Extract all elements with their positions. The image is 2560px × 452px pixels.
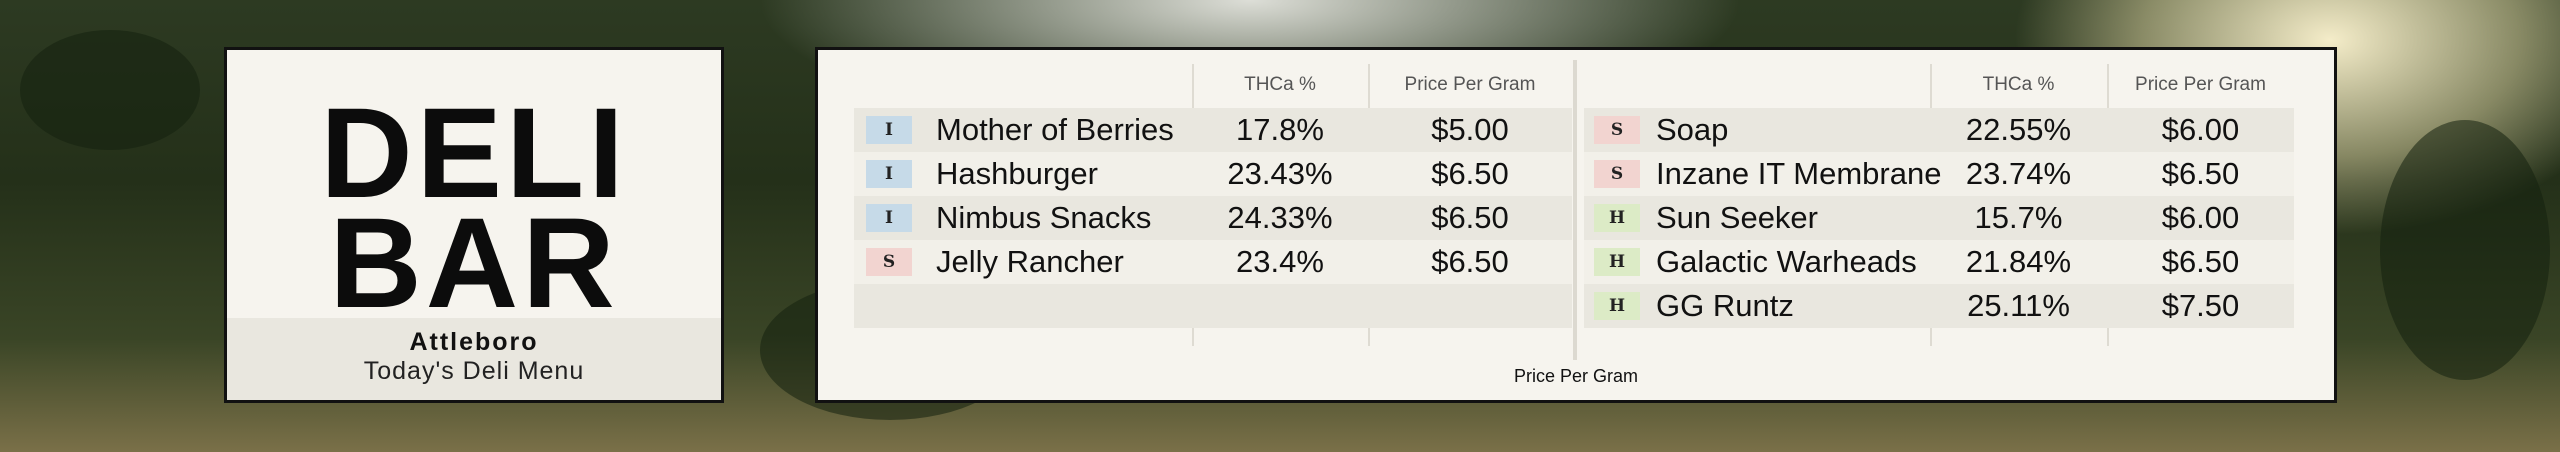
strain-name: Mother of Berries — [936, 112, 1174, 147]
price: $6.50 — [2161, 244, 2240, 279]
strain-badge: H — [1594, 292, 1640, 320]
menu-row — [854, 284, 1572, 328]
divider — [1573, 60, 1577, 360]
thca-percent: 24.33% — [1227, 200, 1333, 235]
strain-name: Jelly Rancher — [936, 244, 1124, 279]
title-line: BAR — [329, 192, 619, 335]
thca-percent: 23.43% — [1227, 156, 1333, 191]
strain-badge: H — [1594, 204, 1640, 232]
column-header: THCa % — [1244, 74, 1316, 95]
thca-percent: 23.4% — [1236, 244, 1324, 279]
price: $6.50 — [1431, 156, 1509, 191]
title-line: DELI — [320, 82, 628, 225]
column-header: Price Per Gram — [1404, 74, 1536, 95]
menu-row: H Sun Seeker 15.7% $6.00 — [1584, 196, 2294, 240]
brand-card: DELI BAR Attleboro Today's Deli Menu — [224, 47, 724, 403]
menu-row: I Nimbus Snacks 24.33% $6.50 — [854, 196, 1572, 240]
strain-badge: I — [866, 160, 912, 188]
thca-percent: 22.55% — [1965, 112, 2072, 147]
menu-row: H Galactic Warheads 21.84% $6.50 — [1584, 240, 2294, 284]
strain-name: Nimbus Snacks — [936, 200, 1152, 235]
strain-badge: I — [866, 116, 912, 144]
strain-name: Galactic Warheads — [1656, 244, 1917, 279]
foliage — [2380, 120, 2550, 380]
strain-name: Soap — [1656, 112, 1729, 147]
price: $7.50 — [2161, 288, 2240, 323]
strain-badge: S — [866, 248, 912, 276]
column-header: THCa % — [1982, 74, 2055, 95]
location-band: Attleboro Today's Deli Menu — [227, 318, 721, 400]
thca-percent: 17.8% — [1236, 112, 1324, 147]
column-header: Price Per Gram — [2135, 74, 2266, 95]
menu-row: I Hashburger 23.43% $6.50 — [854, 152, 1572, 196]
price: $6.50 — [1431, 244, 1509, 279]
foliage — [20, 30, 200, 150]
menu-row: S Jelly Rancher 23.4% $6.50 — [854, 240, 1572, 284]
strain-badge: H — [1594, 248, 1640, 276]
menu-row: S Soap 22.55% $6.00 — [1584, 108, 2294, 152]
strain-badge: S — [1594, 160, 1640, 188]
strain-name: GG Runtz — [1656, 288, 1794, 323]
subtitle: Today's Deli Menu — [363, 357, 585, 385]
thca-percent: 21.84% — [1965, 244, 2072, 279]
price: $5.00 — [1431, 112, 1509, 147]
menu-row: S Inzane IT Membrane 23.74% $6.50 — [1584, 152, 2294, 196]
menu-row: H GG Runtz 25.11% $7.50 — [1584, 284, 2294, 328]
thca-percent: 15.7% — [1974, 200, 2063, 235]
strain-name: Inzane IT Membrane — [1656, 156, 1942, 191]
thca-percent: 23.74% — [1965, 156, 2072, 191]
menu-board: Price Per Gram THCa % Price Per Gram I Moth… — [815, 47, 2337, 403]
thca-percent: 25.11% — [1967, 288, 2070, 323]
strain-badge: I — [866, 204, 912, 232]
location: Attleboro — [409, 328, 539, 356]
strain-name: Sun Seeker — [1656, 200, 1818, 235]
price: $6.50 — [2161, 156, 2240, 191]
menu-row: I Mother of Berries 17.8% $5.00 — [854, 108, 1572, 152]
price: $6.50 — [1431, 200, 1509, 235]
menu-table: THCa % Price Per Gram I Mother of Berries 17… — [854, 64, 1572, 346]
menu-table: THCa % Price Per Gram S Soap 22.55% $6.00 S Inz… — [1584, 64, 2294, 346]
strain-badge: S — [1594, 116, 1640, 144]
price: $6.00 — [2161, 112, 2240, 147]
strain-name: Hashburger — [936, 156, 1098, 191]
price: $6.00 — [2161, 200, 2240, 235]
footer: Price Per Gram — [1513, 366, 1639, 386]
